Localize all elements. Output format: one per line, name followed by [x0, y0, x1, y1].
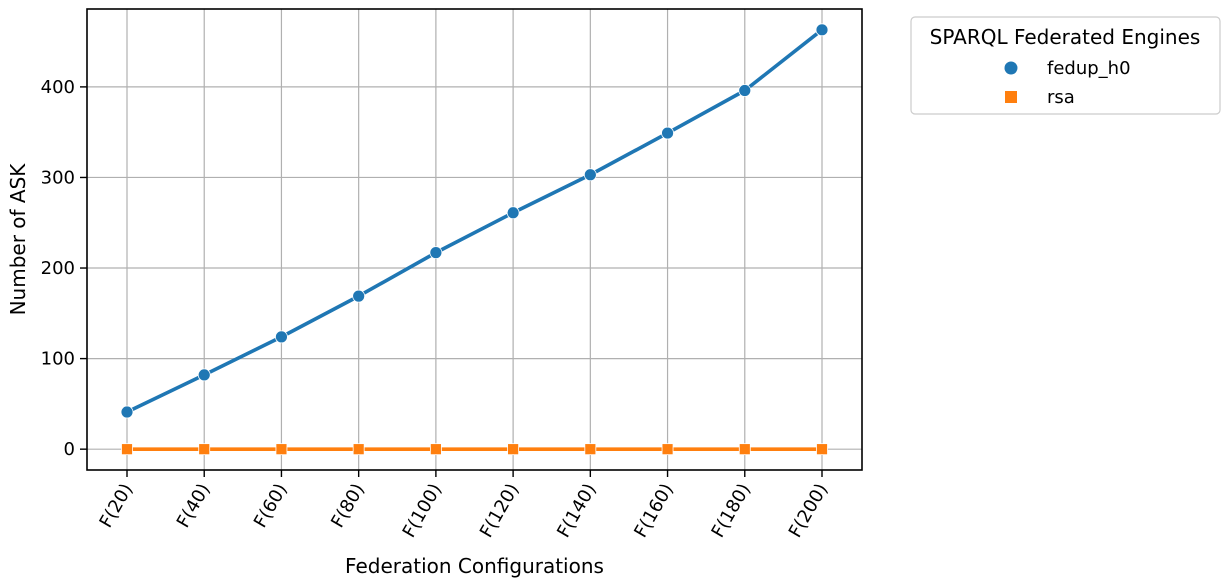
legend-item-rsa: rsa	[1005, 87, 1075, 108]
data-point	[198, 443, 211, 456]
data-point	[352, 443, 365, 456]
x-tick-label: F(140)	[553, 480, 601, 541]
legend-circle-marker	[1004, 61, 1018, 75]
legend-label: rsa	[1047, 87, 1075, 108]
y-tick-label: 100	[41, 349, 75, 370]
grid	[87, 9, 862, 470]
x-tick-label: F(60)	[250, 480, 292, 531]
x-tick-label: F(160)	[630, 480, 678, 541]
data-point	[815, 23, 829, 37]
data-point	[275, 443, 288, 456]
y-tick-label: 400	[41, 77, 75, 98]
data-point	[429, 443, 442, 456]
y-axis: 0 100 200 300 400	[41, 77, 87, 460]
data-point	[738, 84, 752, 97]
data-point	[120, 405, 134, 419]
data-point	[197, 368, 211, 382]
y-tick-label: 300	[41, 167, 75, 188]
y-tick-label: 0	[64, 439, 75, 460]
data-point	[429, 246, 443, 260]
x-axis: F(20) F(40) F(60) F(80) F(100) F(120) F(140) F(…	[95, 470, 832, 541]
data-point	[661, 126, 674, 140]
plot-frame	[86, 8, 863, 471]
data-point	[583, 168, 597, 182]
legend-item-fedup_h0: fedup_h0	[1004, 58, 1131, 79]
legend-box	[910, 16, 1221, 115]
data-point	[661, 443, 674, 456]
x-tick-label: F(40)	[173, 480, 215, 531]
legend-label: fedup_h0	[1047, 58, 1131, 79]
x-tick-label: F(20)	[95, 480, 137, 531]
data-point	[121, 443, 133, 456]
data-point	[275, 330, 288, 344]
x-tick-label: F(80)	[327, 480, 369, 531]
x-tick-label: F(120)	[476, 480, 524, 541]
data-point	[507, 443, 520, 456]
x-tick-label: F(200)	[785, 480, 833, 541]
x-axis-title: Federation Configurations	[345, 554, 604, 578]
series-fedup_h0	[120, 23, 829, 419]
data-point	[584, 443, 597, 456]
data-point	[352, 289, 366, 303]
series-rsa	[121, 443, 828, 456]
y-axis-title: Number of ASK	[6, 163, 30, 316]
x-tick-label: F(100)	[399, 480, 447, 541]
series-line-fedup_h0	[126, 28, 824, 414]
legend-title: SPARQL Federated Engines	[930, 25, 1201, 49]
legend-square-marker	[1005, 91, 1017, 103]
data-point	[738, 443, 751, 456]
series-layer	[120, 23, 829, 456]
x-tick-label: F(180)	[708, 480, 756, 541]
data-point	[506, 206, 520, 220]
y-tick-label: 200	[41, 258, 75, 279]
data-point	[816, 443, 828, 456]
